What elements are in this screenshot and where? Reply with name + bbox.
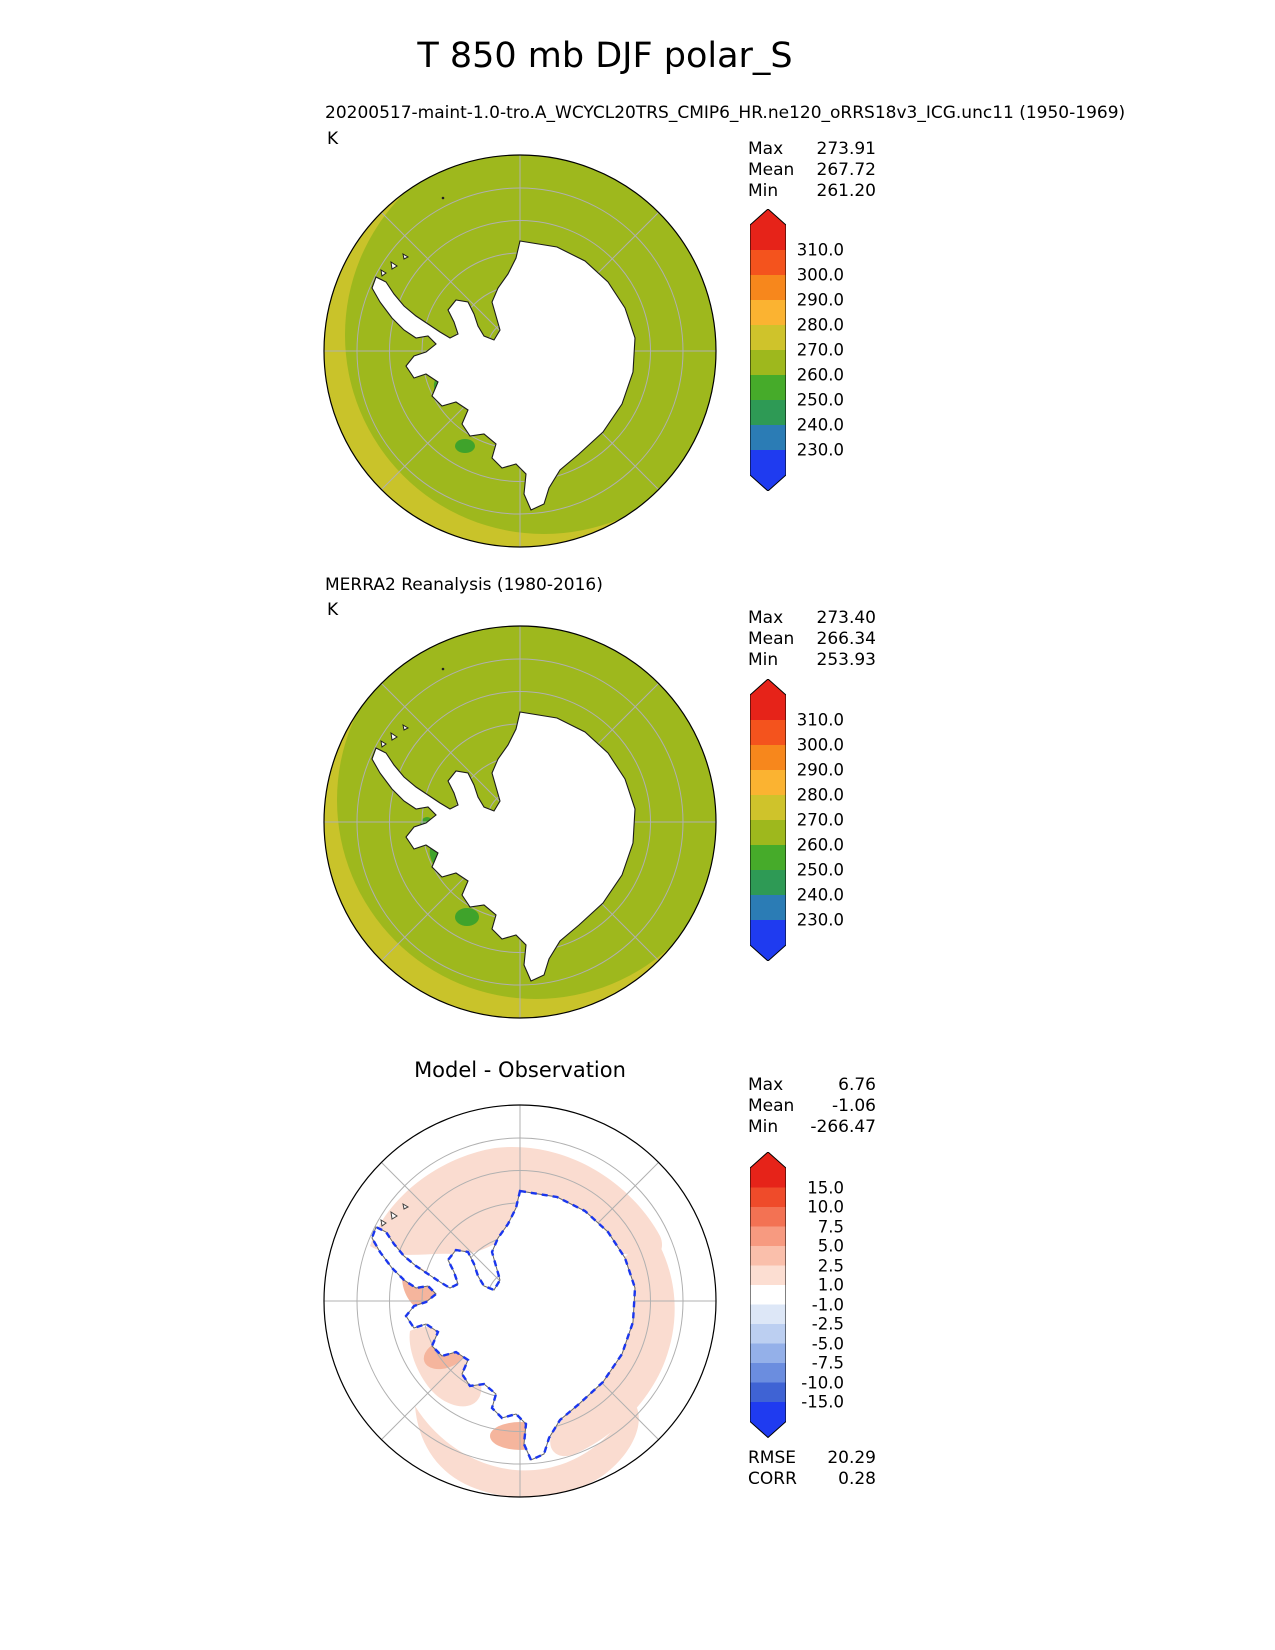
colorbar-tick-label: 260.0 [796, 365, 844, 385]
colorbar-tick-label: 5.0 [817, 1236, 844, 1256]
colorbar-tick-label: 10.0 [807, 1197, 844, 1217]
antarctica-outline [371, 240, 636, 511]
obs-subtitle: MERRA2 Reanalysis (1980-2016) [325, 575, 603, 595]
map-border [323, 154, 717, 548]
stat-label: Mean [748, 160, 795, 180]
colorbar-tick-label: 280.0 [796, 785, 844, 805]
islands [380, 1202, 410, 1227]
stats-obs: Max 273.40 Mean 266.34 Min 253.93 [748, 608, 876, 671]
colorbar-svg [749, 678, 787, 962]
colorbar-obs: 310.0 300.0 290.0 280.0 270.0 260.0 250.0 240.0… [749, 678, 860, 962]
colorbar-tick-label: -7.5 [811, 1353, 844, 1373]
stat-label: Mean [748, 1096, 795, 1116]
colorbar-model: 310.0 300.0 290.0 280.0 270.0 260.0 250.0 240.0… [749, 208, 860, 492]
model-subtitle: 20200517-maint-1.0-tro.A_WCYCL20TRS_CMIP… [325, 103, 1126, 123]
stat-value: 253.93 [816, 650, 876, 670]
colorbar-tick-label: 15.0 [807, 1178, 844, 1197]
map-diff [323, 1104, 717, 1498]
islands [380, 667, 445, 748]
stat-label: CORR [748, 1469, 797, 1489]
colorbar-tick-label: 270.0 [796, 810, 844, 830]
stats-diff: Max 6.76 Mean -1.06 Min -266.47 [748, 1075, 876, 1138]
stat-value: 261.20 [816, 181, 876, 201]
stat-label: RMSE [748, 1448, 797, 1468]
colorbar-tick-label: 240.0 [796, 415, 844, 435]
figure-title: T 850 mb DJF polar_S [417, 36, 793, 76]
map-obs [323, 625, 717, 1019]
stat-label: Min [748, 1117, 779, 1137]
stat-label: Max [748, 139, 784, 159]
islands [380, 196, 445, 277]
stat-label: Min [748, 181, 779, 201]
stat-value: 267.72 [816, 160, 876, 180]
model-units-label: K [327, 129, 339, 149]
stat-label: Mean [748, 629, 795, 649]
colorbar-diff: 15.0 10.0 7.5 5.0 2.5 1.0 -1.0 -2.5 -5.0 -7.5 -10.… [749, 1151, 860, 1439]
antarctica-outline [371, 711, 636, 982]
colorbar-tick-label: 240.0 [796, 885, 844, 905]
obs-units-label: K [327, 600, 339, 620]
map-border [323, 1104, 717, 1498]
diff-title: Model - Observation [414, 1058, 626, 1082]
colorbar-tick-label: 250.0 [796, 390, 844, 410]
stat-value: 0.28 [838, 1469, 876, 1489]
stats-model: Max 273.91 Mean 267.72 Min 261.20 [748, 139, 876, 202]
colorbar-tick-label: 250.0 [796, 860, 844, 880]
stat-value: 273.91 [816, 139, 876, 159]
colorbar-tick-label: 300.0 [796, 735, 844, 755]
stat-label: Max [748, 1075, 784, 1095]
stat-value: 266.34 [816, 629, 876, 649]
stat-value: 20.29 [827, 1448, 876, 1468]
colorbar-tick-label: -10.0 [801, 1373, 844, 1392]
colorbar-tick-label: 270.0 [796, 340, 844, 360]
colorbar-tick-label: 7.5 [817, 1217, 844, 1236]
coastal-negative-diff-dashes [370, 1189, 637, 1462]
colorbar-tick-label: -15.0 [801, 1392, 844, 1412]
colorbar-tick-label: 300.0 [796, 265, 844, 285]
stat-value: 273.40 [816, 608, 876, 628]
colorbar-tick-label: 290.0 [796, 290, 844, 310]
stat-value: 6.76 [838, 1075, 876, 1095]
stat-label: Min [748, 650, 779, 670]
colorbar-tick-label: 280.0 [796, 315, 844, 335]
stat-value: -266.47 [810, 1117, 876, 1137]
stat-label: Max [748, 608, 784, 628]
map-border [323, 625, 717, 1019]
colorbar-tick-label: 310.0 [796, 240, 844, 260]
colorbar-tick-label: 230.0 [796, 440, 844, 460]
colorbar-svg [749, 208, 787, 492]
colorbar-tick-label: 290.0 [796, 760, 844, 780]
colorbar-tick-label: -2.5 [811, 1314, 844, 1334]
stats-diff-extra: RMSE 20.29 CORR 0.28 [748, 1448, 876, 1490]
colorbar-tick-label: 1.0 [817, 1275, 844, 1295]
colorbar-tick-label: 260.0 [796, 835, 844, 855]
colorbar-svg [749, 1151, 787, 1439]
map-model [323, 154, 717, 548]
colorbar-tick-label: -5.0 [811, 1334, 844, 1353]
stat-value: -1.06 [832, 1096, 876, 1116]
colorbar-tick-label: 2.5 [817, 1256, 844, 1275]
colorbar-tick-label: -1.0 [811, 1295, 844, 1314]
colorbar-tick-label: 230.0 [796, 910, 844, 930]
colorbar-tick-label: 310.0 [796, 710, 844, 730]
